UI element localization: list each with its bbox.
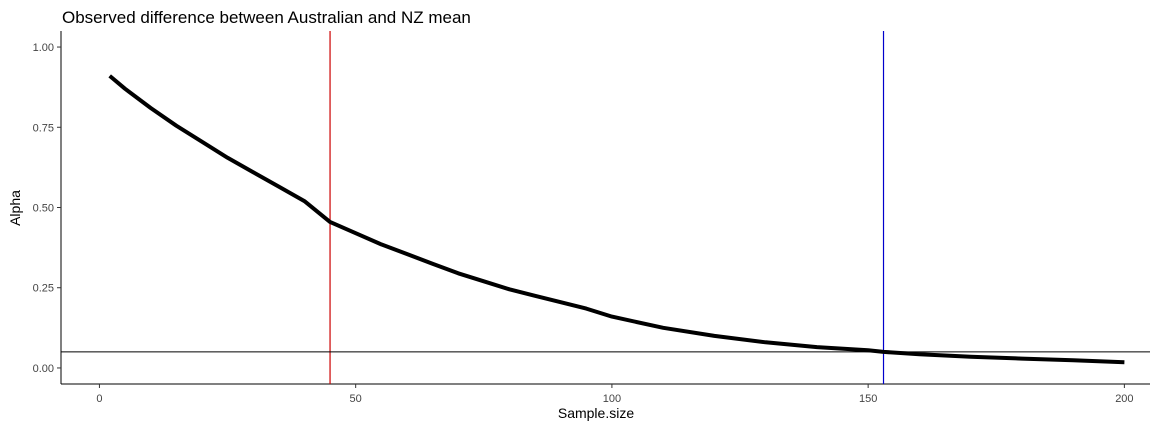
y-tick-label: 0.50 [33, 203, 54, 215]
x-tick-label: 0 [96, 393, 102, 405]
y-tick-label: 1.00 [33, 42, 54, 54]
y-tick-label: 0.75 [33, 122, 54, 134]
y-axis-label: Alpha [7, 190, 23, 226]
x-tick-label: 150 [859, 393, 877, 405]
series-line [108, 74, 1125, 365]
chart-title: Observed difference between Australian a… [62, 8, 471, 27]
x-tick-label: 50 [350, 393, 362, 405]
x-axis-label: Sample.size [558, 405, 634, 421]
x-tick-label: 100 [603, 393, 621, 405]
x-tick-label: 200 [1115, 393, 1133, 405]
y-tick-label: 0.25 [33, 283, 54, 295]
y-tick-label: 0.00 [33, 363, 54, 375]
